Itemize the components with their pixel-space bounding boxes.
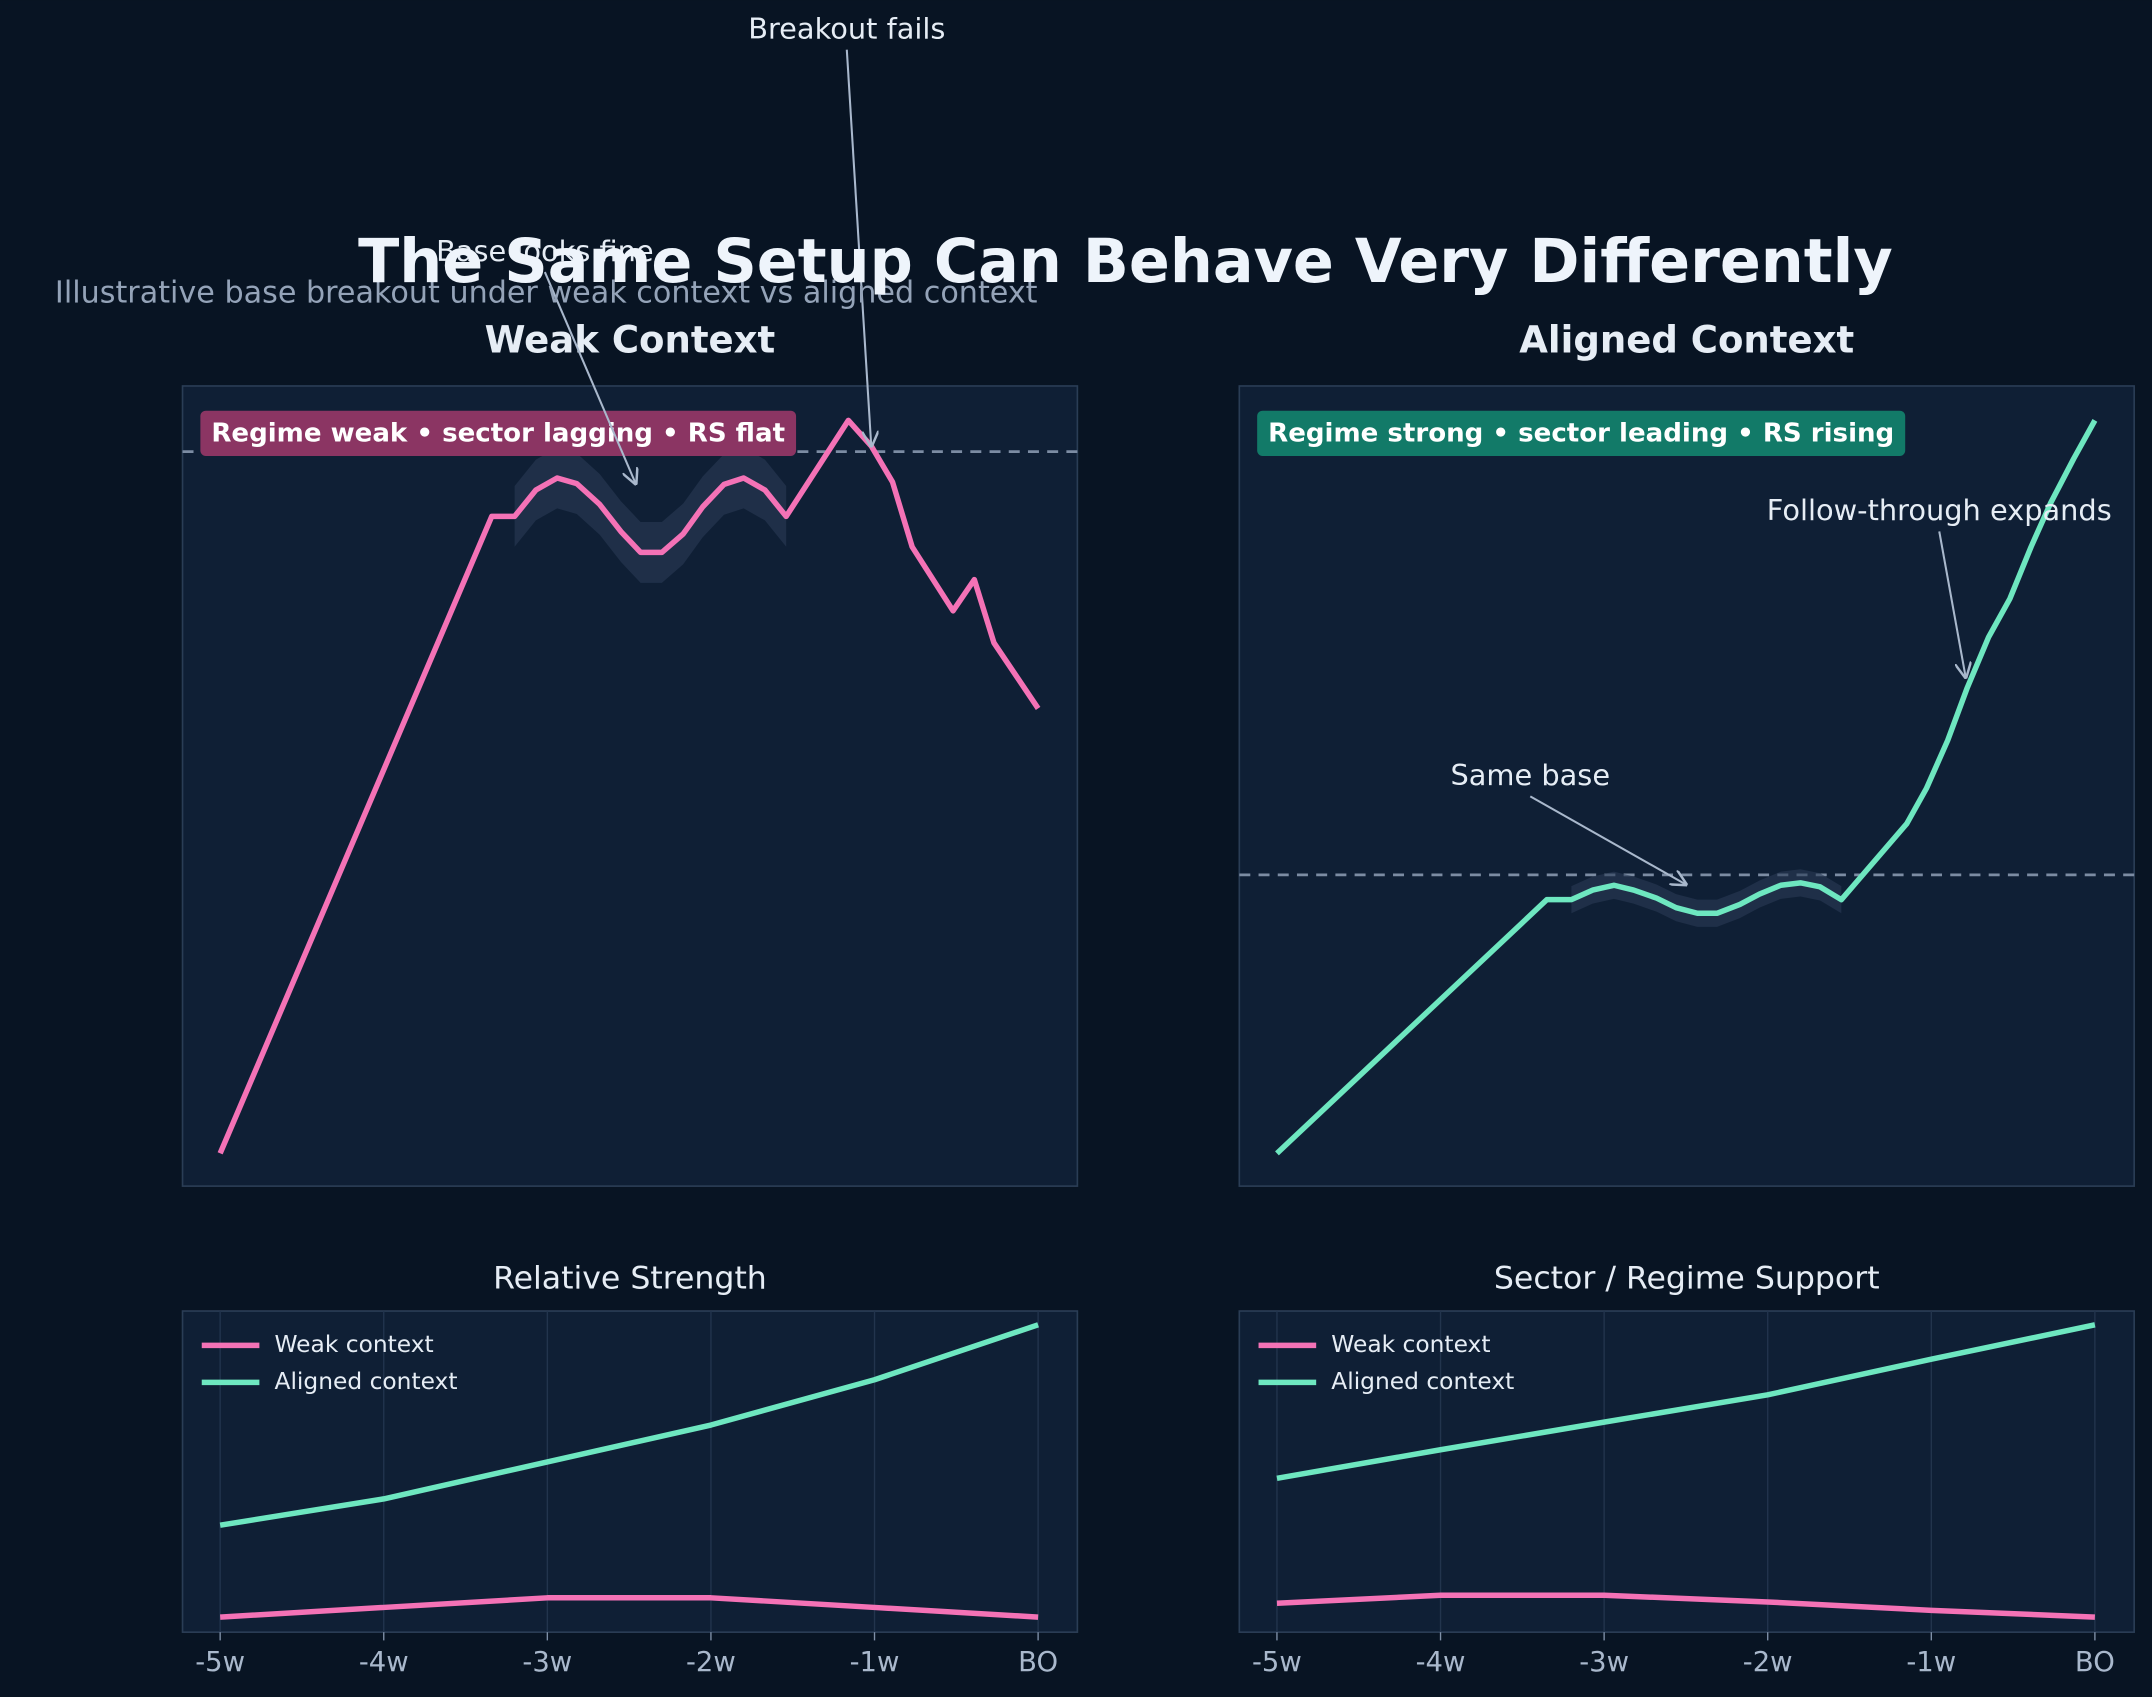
series-line — [1275, 419, 2098, 1156]
panel — [1238, 385, 2135, 1187]
series-line — [1276, 1592, 2096, 1620]
badge — [200, 410, 797, 456]
figure-title: The Same Setup Can Behave Very Different… — [358, 227, 1893, 297]
series-line — [220, 1595, 1039, 1620]
annotation-arrow — [1938, 531, 1965, 677]
panel — [181, 385, 1079, 1187]
panel-title: Relative Strength — [493, 1260, 767, 1296]
series-line — [217, 417, 1041, 1155]
panel-title: Weak Context — [485, 319, 776, 362]
base-band — [514, 447, 787, 583]
legend-label: Weak context — [274, 1330, 433, 1358]
series-line — [219, 1322, 1039, 1528]
series-line — [1276, 1322, 2096, 1482]
legend-label: Aligned context — [274, 1367, 457, 1395]
x-tick-label: -2w — [686, 1647, 736, 1678]
legend-label: Aligned context — [1331, 1367, 1514, 1395]
badge — [1257, 410, 1906, 456]
badge-text: Regime weak • sector lagging • RS flat — [211, 419, 785, 449]
x-tick-label: -2w — [1743, 1647, 1793, 1678]
annotation-arrow — [543, 271, 636, 484]
annotation-text: Follow-through expands — [1767, 493, 2112, 527]
annotation-text: Base looks fine — [436, 234, 654, 268]
base-band — [1571, 869, 1842, 927]
x-tick-label: -3w — [1579, 1647, 1629, 1678]
annotation-arrow — [845, 49, 871, 446]
x-tick-label: -4w — [1416, 1647, 1466, 1678]
panel-title: Sector / Regime Support — [1494, 1260, 1880, 1296]
panel-title: Aligned Context — [1519, 319, 1854, 362]
charts: Weak Context Regime weak • sector lagging… — [181, 12, 2135, 1678]
badge-text: Regime strong • sector leading • RS risi… — [1268, 419, 1894, 449]
x-tick-label: -5w — [195, 1647, 245, 1678]
x-tick-label: BO — [2075, 1647, 2115, 1678]
x-tick-label: -3w — [522, 1647, 572, 1678]
subtitle: Illustrative base breakout under weak co… — [55, 276, 1038, 311]
x-tick-label: -1w — [850, 1647, 900, 1678]
annotation-text: Same base — [1450, 758, 1610, 792]
x-tick-label: BO — [1018, 1647, 1058, 1678]
legend-label: Weak context — [1331, 1330, 1490, 1358]
annotation-text: Breakout fails — [748, 12, 945, 46]
x-tick-label: -4w — [359, 1647, 409, 1678]
panel — [1238, 1310, 2135, 1633]
annotation-arrow — [1529, 795, 1686, 884]
x-tick-label: -5w — [1252, 1647, 1302, 1678]
x-tick-label: -1w — [1906, 1647, 1956, 1678]
